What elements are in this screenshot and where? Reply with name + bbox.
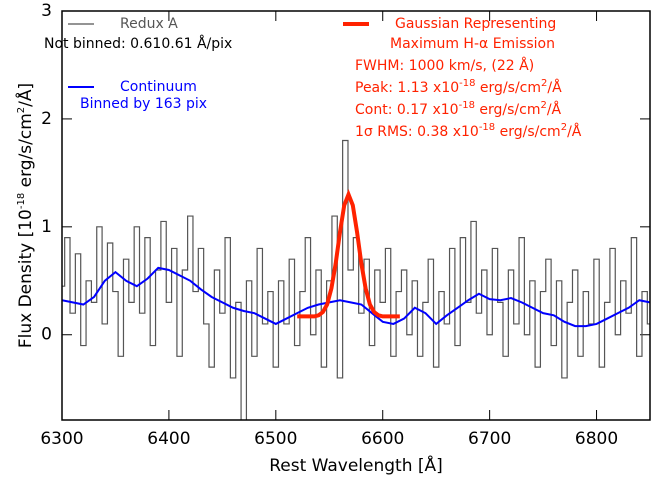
superscript: -18 <box>479 122 495 133</box>
superscript: -18 <box>16 193 27 209</box>
plot-frame <box>61 10 651 421</box>
superscript: 2 <box>540 100 546 111</box>
annotation: Not binned: 0.610.61 Å/pix <box>44 35 232 52</box>
x-tick-label: 6800 <box>575 429 618 449</box>
x-tick-label: 6300 <box>40 429 83 449</box>
annotation: Cont: 0.17 x10-18 erg/s/cm2/Å <box>355 100 562 119</box>
text-part: Maximum H-α Emission <box>390 36 555 52</box>
y-tick-label: 0 <box>41 325 52 345</box>
text-part: /Å <box>567 123 582 140</box>
y-axis-label: Flux Density [10-18 erg/s/cm2/Å] <box>14 83 36 348</box>
text-part: /Å <box>547 101 562 118</box>
text-part: Cont: 0.17 x10 <box>355 102 459 118</box>
superscript: 2 <box>541 78 547 89</box>
superscript: 2 <box>16 107 27 113</box>
y-tick-label: 3 <box>41 1 52 21</box>
x-tick-label: 6700 <box>468 429 511 449</box>
series-line <box>62 266 650 328</box>
x-tick-label: 6600 <box>361 429 404 449</box>
superscript: 2 <box>561 122 567 133</box>
y-tick-label: 1 <box>41 217 52 237</box>
x-axis-label: Rest Wavelength [Å] <box>269 454 443 476</box>
text-part: Binned by 163 pix <box>80 96 207 112</box>
text-part: erg/s/cm <box>495 124 561 140</box>
text-part: erg/s/cm <box>475 102 541 118</box>
text-part: Not binned: 0.610.61 Å/pix <box>44 35 232 52</box>
annotation: 1σ RMS: 0.38 x10-18 erg/s/cm2/Å <box>355 122 582 141</box>
text-part: FWHM: 1000 km/s, (22 Å) <box>355 57 534 74</box>
annotation: FWHM: 1000 km/s, (22 Å) <box>355 57 534 74</box>
superscript: -18 <box>459 78 475 89</box>
legend-label: Gaussian Representing <box>395 16 556 32</box>
x-tick-label: 6500 <box>254 429 297 449</box>
annotation: Peak: 1.13 x10-18 erg/s/cm2/Å <box>355 78 562 97</box>
text-part: erg/s/cm <box>16 113 36 193</box>
annotation: Maximum H-α Emission <box>390 36 555 52</box>
y-tick-label: 2 <box>41 109 52 129</box>
x-tick-label: 6400 <box>147 429 190 449</box>
text-part: /Å] <box>14 83 36 107</box>
series-line <box>297 189 400 319</box>
text-part: /Å <box>547 79 562 96</box>
text-part: 1σ RMS: 0.38 x10 <box>355 124 479 140</box>
legend-label: Redux A <box>120 16 178 32</box>
legend-label: Continuum <box>120 79 197 95</box>
text-part: Peak: 1.13 x10 <box>355 80 459 96</box>
superscript: -18 <box>459 100 475 111</box>
text-part: Flux Density [10 <box>16 209 36 348</box>
series-line <box>62 139 650 420</box>
annotation: Binned by 163 pix <box>80 96 207 112</box>
text-part: erg/s/cm <box>475 80 541 96</box>
